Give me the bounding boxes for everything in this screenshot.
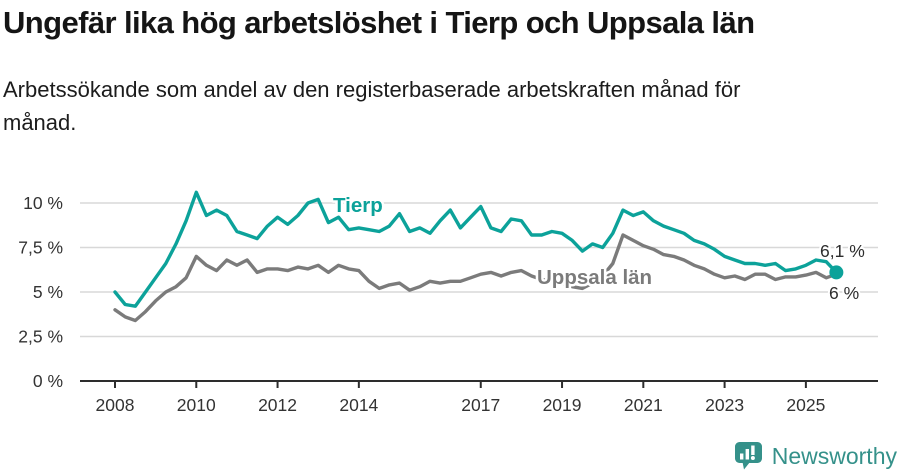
y-axis-tick-label: 5 % (33, 282, 63, 302)
chart-subtitle: Arbetssökande som andel av den registerb… (3, 73, 883, 139)
y-axis-tick-label: 2,5 % (18, 327, 63, 347)
tierp-end-dot (829, 265, 844, 280)
subtitle-line-2: månad. (3, 110, 77, 135)
chart-plot-area: 0 % 2,5 % 5 % 7,5 % 10 % 2008 2010 2012 2014 2017… (18, 190, 878, 415)
x-axis-tick-label: 2010 (177, 395, 216, 415)
x-axis-tick-label: 2023 (705, 395, 744, 415)
tierp-end-value-label: 6,1 % (820, 241, 865, 261)
y-axis-tick-label: 7,5 % (18, 238, 63, 258)
tierp-line (113, 190, 839, 308)
uppsala-end-value-label: 6 % (829, 283, 859, 303)
subtitle-line-1: Arbetssökande som andel av den registerb… (3, 77, 741, 102)
uppsala-line (113, 233, 839, 323)
x-axis-tick-label: 2017 (461, 395, 500, 415)
newsworthy-logo-text: Newsworthy (771, 442, 897, 469)
x-axis-tick-label: 2021 (624, 395, 663, 415)
x-axis-tick-label: 2019 (543, 395, 582, 415)
chart-title: Ungefär lika hög arbetslöshet i Tierp oc… (3, 5, 755, 40)
x-axis-tick-label: 2008 (96, 395, 135, 415)
x-axis-tick-label: 2014 (339, 395, 378, 415)
y-axis-tick-label: 0 % (33, 371, 63, 391)
y-axis-tick-label: 10 % (23, 193, 63, 213)
x-axis-tick-label: 2012 (258, 395, 297, 415)
tierp-series-label: Tierp (333, 194, 383, 217)
x-axis-tick-label: 2025 (786, 395, 825, 415)
newsworthy-icon (734, 442, 762, 470)
uppsala-series-label: Uppsala län (537, 266, 652, 289)
newsworthy-logo[interactable]: Newsworthy (734, 441, 897, 471)
